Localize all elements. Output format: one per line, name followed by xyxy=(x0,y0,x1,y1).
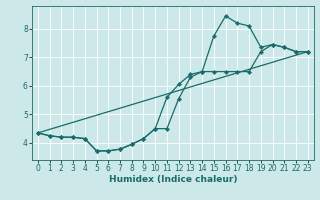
X-axis label: Humidex (Indice chaleur): Humidex (Indice chaleur) xyxy=(108,175,237,184)
